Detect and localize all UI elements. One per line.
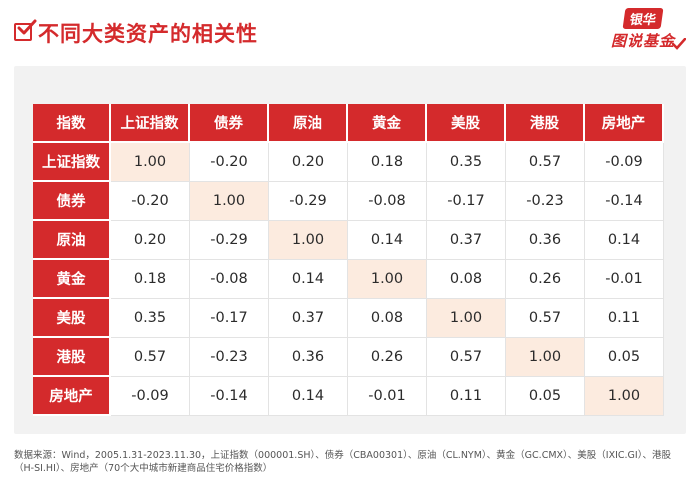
table-cell: -0.09: [585, 143, 664, 182]
table-cell: 0.14: [348, 221, 427, 260]
table-row: 房地产 -0.09 -0.14 0.14 -0.01 0.11 0.05 1.0…: [33, 377, 664, 416]
table-row: 美股 0.35 -0.17 0.37 0.08 1.00 0.57 0.11: [33, 299, 664, 338]
table-cell: -0.14: [585, 182, 664, 221]
column-header: 黄金: [348, 104, 427, 143]
table-header-row: 指数 上证指数 债券 原油 黄金 美股 港股 房地产: [33, 104, 664, 143]
table-cell: 0.14: [585, 221, 664, 260]
row-header: 美股: [33, 299, 111, 338]
table-cell: 0.26: [506, 260, 585, 299]
row-header: 房地产: [33, 377, 111, 416]
table-cell: 0.37: [269, 299, 348, 338]
table-cell: 0.57: [506, 299, 585, 338]
column-header: 房地产: [585, 104, 664, 143]
table-cell: -0.17: [190, 299, 269, 338]
table-cell: -0.23: [506, 182, 585, 221]
column-header: 上证指数: [111, 104, 190, 143]
table-cell: 0.14: [269, 377, 348, 416]
header: 不同大类资产的相关性 银华 图说基金: [0, 0, 700, 66]
table-cell: 0.37: [427, 221, 506, 260]
table-cell: -0.08: [348, 182, 427, 221]
table-cell: -0.14: [190, 377, 269, 416]
table-row: 港股 0.57 -0.23 0.36 0.26 0.57 1.00 0.05: [33, 338, 664, 377]
table-row: 黄金 0.18 -0.08 0.14 1.00 0.08 0.26 -0.01: [33, 260, 664, 299]
table-cell: 1.00: [269, 221, 348, 260]
table-cell: -0.20: [190, 143, 269, 182]
correlation-table: 指数 上证指数 债券 原油 黄金 美股 港股 房地产 上证指数 1.00 -0.…: [33, 104, 664, 416]
table-cell: 1.00: [348, 260, 427, 299]
table-row: 债券 -0.20 1.00 -0.29 -0.08 -0.17 -0.23 -0…: [33, 182, 664, 221]
table-cell: -0.29: [269, 182, 348, 221]
table-cell: 1.00: [111, 143, 190, 182]
page-title: 不同大类资产的相关性: [38, 22, 258, 46]
table-cell: 0.57: [111, 338, 190, 377]
table-cell: 1.00: [585, 377, 664, 416]
table-cell: 0.57: [506, 143, 585, 182]
column-header: 美股: [427, 104, 506, 143]
brand-name: 银华: [622, 8, 664, 29]
table-cell: 0.26: [348, 338, 427, 377]
table-cell: 1.00: [190, 182, 269, 221]
table-cell: 0.18: [348, 143, 427, 182]
table-cell: 0.36: [506, 221, 585, 260]
table-cell: 0.57: [427, 338, 506, 377]
column-header: 原油: [269, 104, 348, 143]
row-header: 黄金: [33, 260, 111, 299]
row-header: 港股: [33, 338, 111, 377]
table-row: 上证指数 1.00 -0.20 0.20 0.18 0.35 0.57 -0.0…: [33, 143, 664, 182]
table-cell: -0.17: [427, 182, 506, 221]
table-cell: -0.20: [111, 182, 190, 221]
table-cell: 0.36: [269, 338, 348, 377]
table-cell: -0.01: [348, 377, 427, 416]
corner-header: 指数: [33, 104, 111, 143]
table-row: 原油 0.20 -0.29 1.00 0.14 0.37 0.36 0.14: [33, 221, 664, 260]
table-cell: -0.23: [190, 338, 269, 377]
brand-check-icon: [672, 38, 686, 50]
row-header: 上证指数: [33, 143, 111, 182]
column-header: 债券: [190, 104, 269, 143]
table-cell: 1.00: [427, 299, 506, 338]
table-cell: 0.05: [585, 338, 664, 377]
table-cell: 0.11: [427, 377, 506, 416]
table-cell: 1.00: [506, 338, 585, 377]
table-cell: 0.11: [585, 299, 664, 338]
table-cell: 0.18: [111, 260, 190, 299]
table-cell: -0.29: [190, 221, 269, 260]
brand-slogan: 图说基金: [610, 32, 675, 50]
checkbox-icon: [14, 19, 37, 41]
table-cell: -0.01: [585, 260, 664, 299]
table-cell: 0.08: [427, 260, 506, 299]
brand-logo: 银华 图说基金: [598, 8, 688, 54]
table-cell: 0.35: [427, 143, 506, 182]
table-cell: 0.35: [111, 299, 190, 338]
source-note: 数据来源：Wind，2005.1.31-2023.11.30，上证指数（0000…: [14, 450, 671, 474]
table-cell: 0.14: [269, 260, 348, 299]
table-cell: 0.08: [348, 299, 427, 338]
table-cell: 0.20: [269, 143, 348, 182]
table-cell: 0.05: [506, 377, 585, 416]
row-header: 原油: [33, 221, 111, 260]
table-cell: -0.08: [190, 260, 269, 299]
column-header: 港股: [506, 104, 585, 143]
table-cell: 0.20: [111, 221, 190, 260]
row-header: 债券: [33, 182, 111, 221]
table-cell: -0.09: [111, 377, 190, 416]
